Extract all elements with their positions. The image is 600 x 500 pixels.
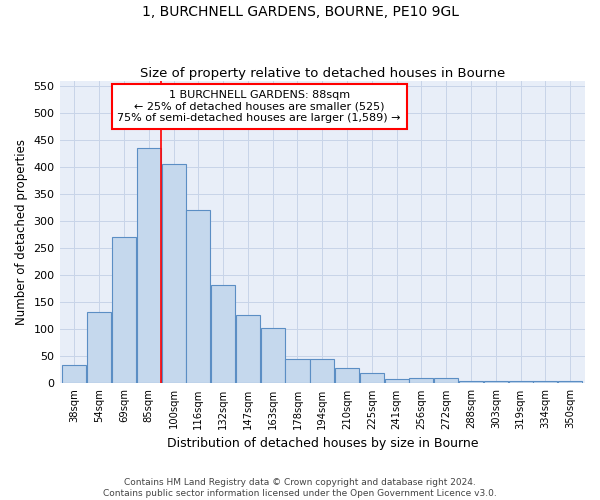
Bar <box>137 148 161 384</box>
Bar <box>484 382 508 384</box>
Bar <box>112 238 136 384</box>
Text: 1 BURCHNELL GARDENS: 88sqm
← 25% of detached houses are smaller (525)
75% of sem: 1 BURCHNELL GARDENS: 88sqm ← 25% of deta… <box>118 90 401 123</box>
Bar <box>310 358 334 384</box>
Bar <box>434 378 458 384</box>
Bar <box>533 380 557 384</box>
Bar <box>187 210 211 384</box>
Bar <box>62 364 86 384</box>
Bar <box>459 380 483 384</box>
Bar <box>87 312 111 384</box>
Bar <box>260 328 285 384</box>
Text: Contains HM Land Registry data © Crown copyright and database right 2024.
Contai: Contains HM Land Registry data © Crown c… <box>103 478 497 498</box>
Bar <box>161 164 185 384</box>
Bar <box>335 368 359 384</box>
Bar <box>286 358 310 384</box>
X-axis label: Distribution of detached houses by size in Bourne: Distribution of detached houses by size … <box>167 437 478 450</box>
Bar <box>360 372 384 384</box>
Title: Size of property relative to detached houses in Bourne: Size of property relative to detached ho… <box>140 66 505 80</box>
Bar <box>236 315 260 384</box>
Bar <box>558 380 582 384</box>
Text: 1, BURCHNELL GARDENS, BOURNE, PE10 9GL: 1, BURCHNELL GARDENS, BOURNE, PE10 9GL <box>142 5 458 19</box>
Bar <box>409 378 433 384</box>
Y-axis label: Number of detached properties: Number of detached properties <box>15 139 28 325</box>
Bar <box>211 285 235 384</box>
Bar <box>509 380 533 384</box>
Bar <box>385 379 409 384</box>
